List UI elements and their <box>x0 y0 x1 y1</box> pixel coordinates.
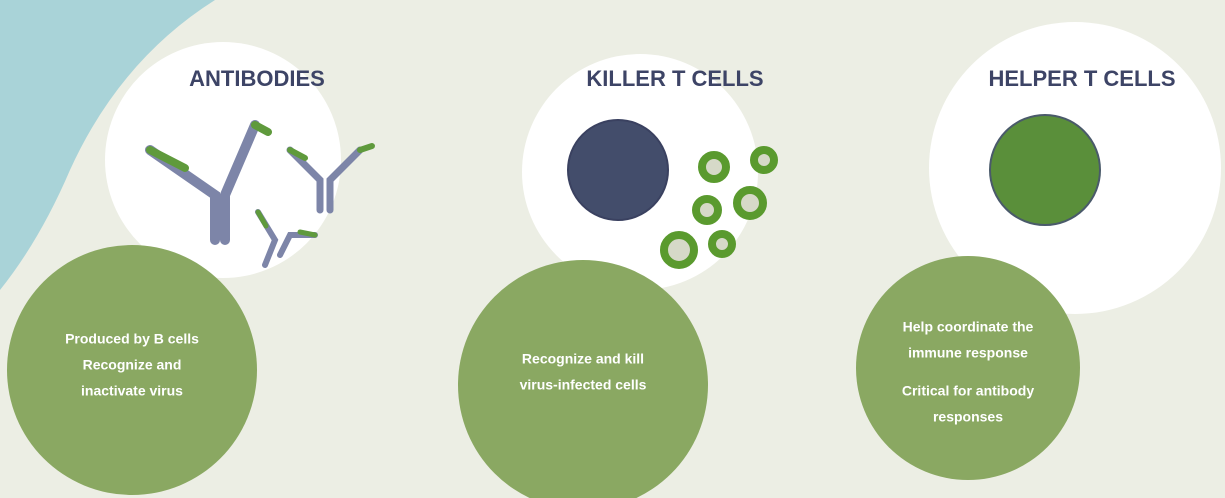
panel-title: ANTIBODIES <box>189 66 325 91</box>
page: ANTIBODIES Produced by B cells Recognize a… <box>0 0 1225 498</box>
description-line: Produced by B cells <box>65 331 199 347</box>
description-line: immune response <box>908 345 1028 361</box>
description-line: Recognize and <box>83 357 182 373</box>
description-line: inactivate virus <box>81 383 183 399</box>
killer-cell <box>568 120 668 220</box>
green-circle <box>856 256 1080 480</box>
description-line: Critical for antibody <box>902 383 1034 399</box>
helper-cell <box>990 115 1100 225</box>
panel-title: HELPER T CELLS <box>988 66 1175 91</box>
description-line: Help coordinate the <box>903 319 1034 335</box>
description-line: responses <box>933 409 1003 425</box>
description-line: virus-infected cells <box>520 377 647 393</box>
panel-title: KILLER T CELLS <box>586 66 763 91</box>
infographic: ANTIBODIES Produced by B cells Recognize a… <box>0 0 1225 498</box>
description-line: Recognize and kill <box>522 351 644 367</box>
